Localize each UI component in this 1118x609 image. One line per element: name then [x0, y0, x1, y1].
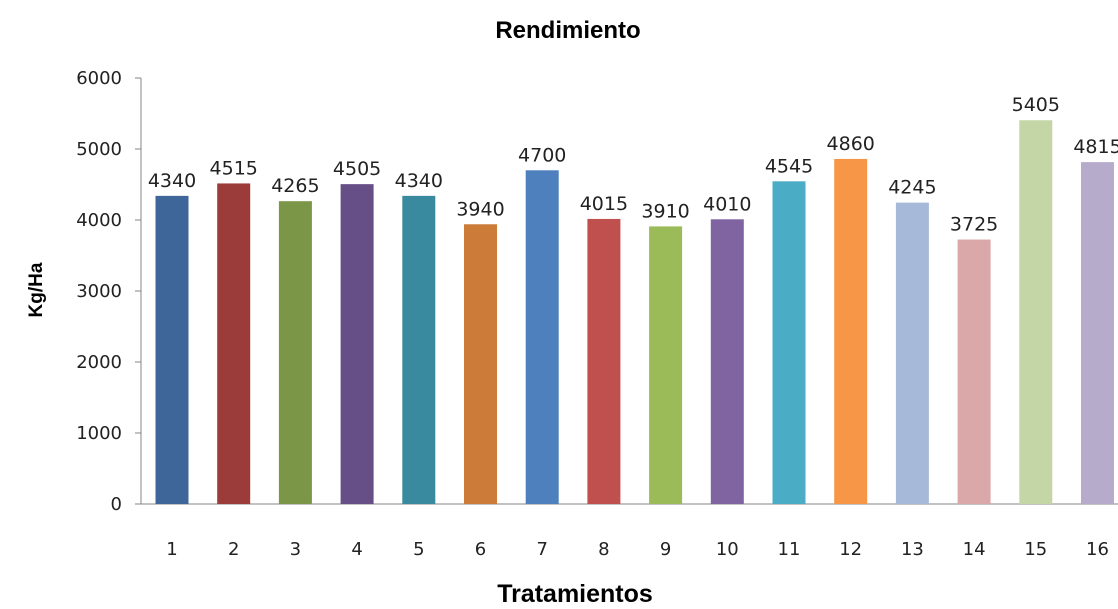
y-tick-label: 1000	[76, 423, 122, 444]
data-label: 3910	[641, 200, 689, 222]
data-label: 4340	[395, 170, 443, 192]
data-label: 4700	[518, 144, 566, 166]
x-tick-label: 10	[716, 539, 739, 560]
data-label: 4545	[765, 155, 813, 177]
x-tick-label: 11	[778, 539, 801, 560]
x-tick-label: 3	[290, 539, 301, 560]
bar	[402, 195, 436, 505]
data-labels: 4340 4515 4265 4505 4340 3940 4700 4015 3910 4010…	[148, 94, 1118, 235]
bar	[1081, 162, 1114, 504]
x-axis-title: Tratamientos	[497, 580, 653, 608]
data-label: 4815	[1073, 136, 1118, 158]
x-tick-label: 12	[839, 539, 862, 560]
bar	[155, 195, 189, 505]
x-tick-label: 15	[1024, 539, 1047, 560]
x-tick-label: 9	[660, 539, 671, 560]
data-label: 4860	[827, 133, 875, 155]
bar	[587, 218, 621, 504]
bar	[217, 183, 251, 504]
y-tick-label: 2000	[76, 352, 122, 373]
data-label: 4010	[703, 193, 751, 215]
y-tick-label: 0	[111, 494, 122, 515]
x-tick-label: 14	[963, 539, 986, 560]
x-tick-label: 5	[413, 539, 424, 560]
data-label: 4015	[580, 193, 628, 215]
bars	[155, 120, 1114, 505]
data-label: 3725	[950, 214, 998, 236]
bar	[895, 202, 929, 505]
bar	[278, 201, 312, 504]
y-tick-label: 5000	[76, 139, 122, 160]
x-tick-label: 4	[351, 539, 362, 560]
y-tick-labels: 0 1000 2000 3000 4000 5000 6000	[76, 68, 122, 515]
bar	[464, 224, 497, 504]
data-label: 4245	[888, 177, 936, 199]
x-tick-label: 16	[1086, 539, 1109, 560]
y-tick-label: 6000	[76, 68, 122, 89]
x-tick-label: 8	[598, 539, 609, 560]
data-label: 4340	[148, 170, 196, 192]
x-tick-label: 7	[536, 539, 547, 560]
bar	[710, 219, 744, 505]
chart-title: Rendimiento	[495, 17, 640, 44]
data-label: 4265	[271, 175, 319, 197]
data-label: 4505	[333, 158, 381, 180]
data-label: 5405	[1012, 94, 1060, 116]
y-axis-title: Kg/Ha	[26, 262, 47, 317]
x-tick-label: 2	[228, 539, 239, 560]
y-tick-label: 3000	[76, 281, 122, 302]
bar	[957, 239, 991, 504]
bar	[772, 181, 806, 504]
data-label: 3940	[456, 198, 504, 220]
x-tick-label: 1	[166, 539, 177, 560]
bar	[1019, 120, 1053, 505]
y-tick-label: 4000	[76, 210, 122, 231]
bar	[340, 184, 374, 504]
x-tick-labels: 1 2 3 4 5 6 7 8 9 10 11 12 13 14 15 16	[166, 539, 1109, 560]
bar	[834, 158, 868, 504]
x-tick-label: 13	[901, 539, 924, 560]
x-tick-label: 6	[475, 539, 486, 560]
bar	[649, 226, 683, 504]
bar	[525, 170, 559, 505]
data-label: 4515	[210, 157, 258, 179]
